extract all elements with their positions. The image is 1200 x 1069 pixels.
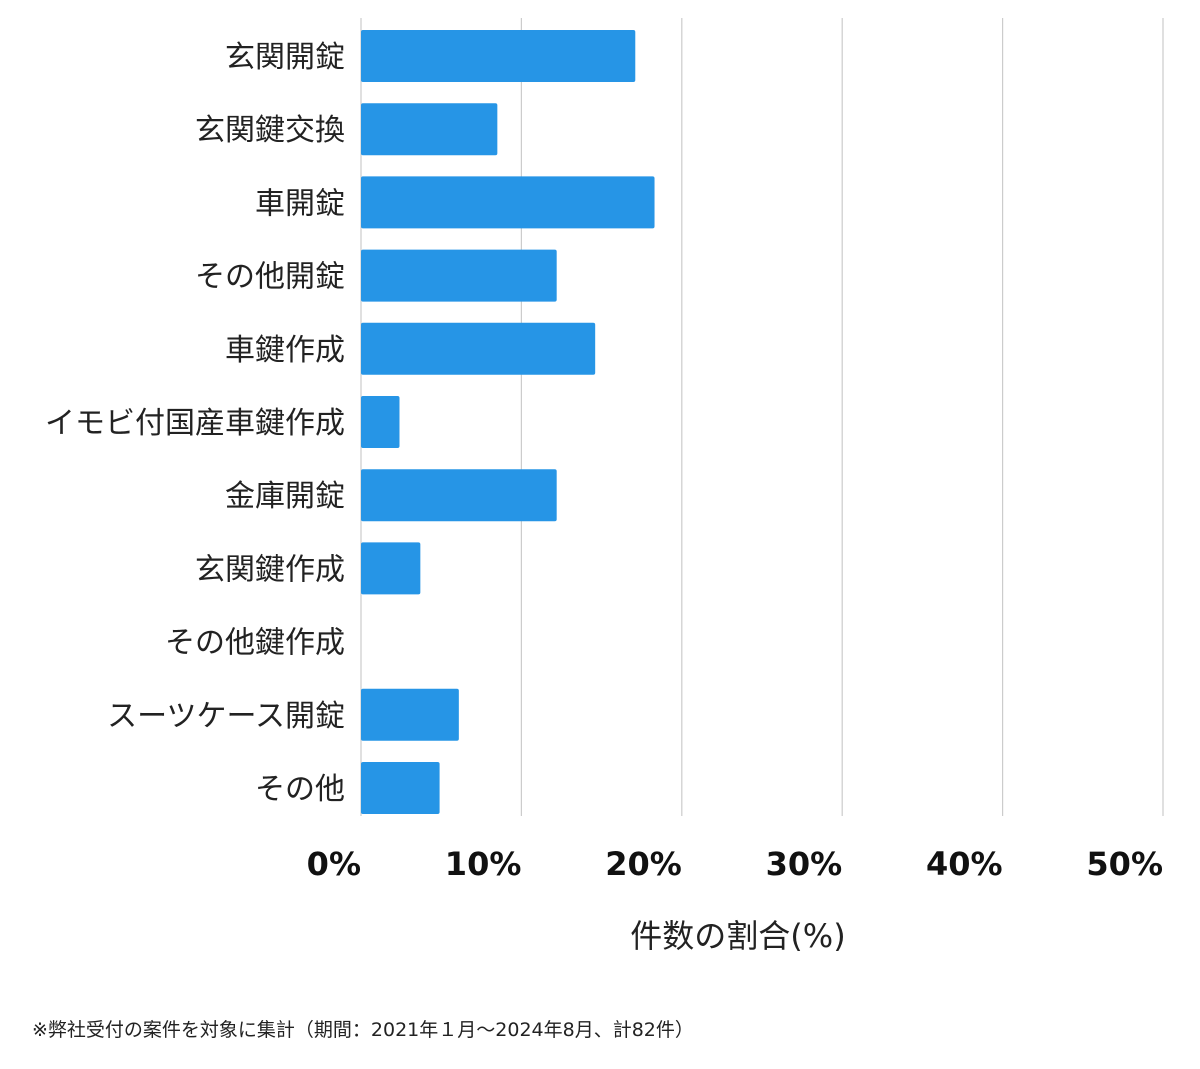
category-label: イモビ付国産車鍵作成: [45, 406, 345, 441]
x-tick-label: 0%: [307, 845, 361, 883]
x-tick-label: 50%: [1086, 845, 1163, 883]
category-label: 車鍵作成: [225, 333, 345, 368]
bar: [361, 176, 655, 229]
category-label: スーツケース開錠: [107, 699, 345, 734]
x-tick-label: 30%: [766, 845, 843, 883]
bar: [361, 542, 421, 595]
category-labels: 玄関開錠玄関鍵交換車開錠その他開錠車鍵作成イモビ付国産車鍵作成金庫開錠玄関鍵作成…: [45, 40, 345, 807]
category-label: その他鍵作成: [165, 626, 345, 661]
bar: [361, 249, 557, 302]
bars: [361, 30, 655, 814]
x-tick-label: 20%: [605, 845, 682, 883]
x-axis-title: 件数の割合(%): [630, 917, 845, 955]
category-label: その他: [255, 772, 345, 807]
bar: [361, 762, 440, 814]
bar: [361, 103, 498, 156]
bar: [361, 322, 596, 375]
bar: [361, 30, 636, 82]
x-tick-label: 10%: [445, 845, 522, 883]
category-label: 金庫開錠: [225, 479, 345, 514]
grid-lines: [360, 18, 1164, 816]
category-label: その他開錠: [195, 260, 345, 295]
bar: [361, 396, 400, 448]
category-label: 玄関開錠: [225, 40, 345, 75]
x-tick-label: 40%: [926, 845, 1003, 883]
category-label: 玄関鍵交換: [195, 113, 345, 148]
category-label: 玄関鍵作成: [195, 552, 345, 587]
bar: [361, 688, 459, 741]
category-label: 車開錠: [255, 186, 345, 221]
bar: [361, 469, 557, 522]
footnote: ※弊社受付の案件を対象に集計（期間：2021年１月〜2024年8月、計82件）: [32, 1019, 694, 1041]
x-tick-labels: 0% 10% 20% 30% 40% 50%: [307, 845, 1163, 883]
